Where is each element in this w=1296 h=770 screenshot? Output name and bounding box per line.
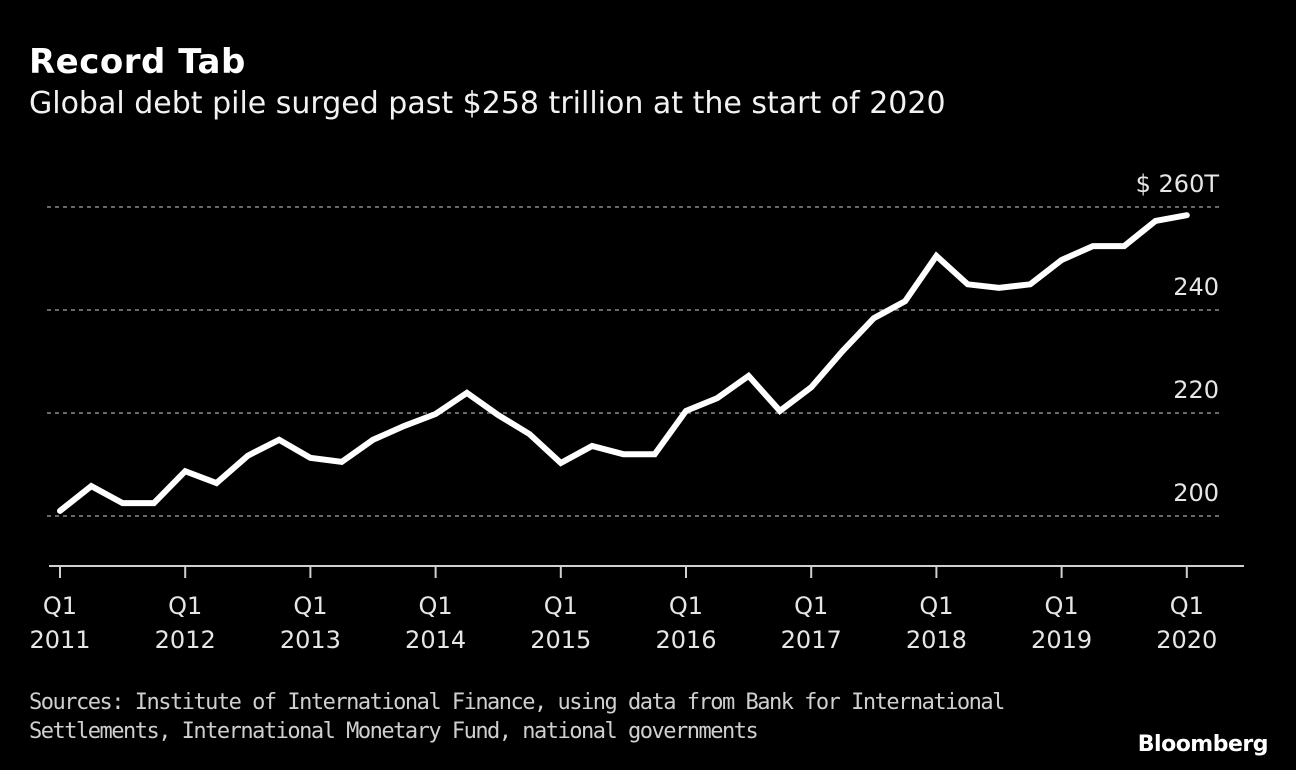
- x-tick-label-year: 2019: [1031, 626, 1092, 654]
- x-tick-label-year: 2014: [405, 626, 466, 654]
- x-tick-label-year: 2011: [29, 626, 90, 654]
- x-tick-label-quarter: Q1: [168, 592, 202, 620]
- y-tick-label: 200: [1173, 479, 1219, 507]
- chart-subtitle: Global debt pile surged past $258 trilli…: [29, 86, 946, 121]
- x-tick-label-year: 2016: [655, 626, 716, 654]
- chart-title: Record Tab: [29, 42, 246, 82]
- x-tick-label-quarter: Q1: [1045, 592, 1079, 620]
- x-tick-label-year: 2013: [280, 626, 341, 654]
- x-tick-label-year: 2012: [155, 626, 216, 654]
- x-tick-label-year: 2020: [1156, 626, 1217, 654]
- sources-line-1: Sources: Institute of International Fina…: [29, 690, 1005, 715]
- x-tick-label-year: 2017: [781, 626, 842, 654]
- x-tick-label-quarter: Q1: [669, 592, 703, 620]
- x-tick-label-quarter: Q1: [419, 592, 453, 620]
- x-tick-label-quarter: Q1: [544, 592, 578, 620]
- x-tick-label-quarter: Q1: [919, 592, 953, 620]
- y-tick-label: $ 260T: [1136, 170, 1220, 198]
- y-tick-label: 220: [1173, 376, 1219, 404]
- x-tick-label-year: 2015: [530, 626, 591, 654]
- debt-series-line: [57, 212, 1190, 514]
- x-tick-label-quarter: Q1: [794, 592, 828, 620]
- x-tick-label-quarter: Q1: [43, 592, 77, 620]
- sources-line-2: Settlements, International Monetary Fund…: [29, 719, 759, 744]
- x-tick-label-quarter: Q1: [1170, 592, 1204, 620]
- x-tick-label-quarter: Q1: [293, 592, 327, 620]
- x-tick-label-year: 2018: [906, 626, 967, 654]
- bloomberg-logo: Bloomberg: [1137, 732, 1269, 757]
- y-tick-label: 240: [1173, 273, 1219, 301]
- sources-note: Sources: Institute of International Fina…: [29, 688, 1005, 746]
